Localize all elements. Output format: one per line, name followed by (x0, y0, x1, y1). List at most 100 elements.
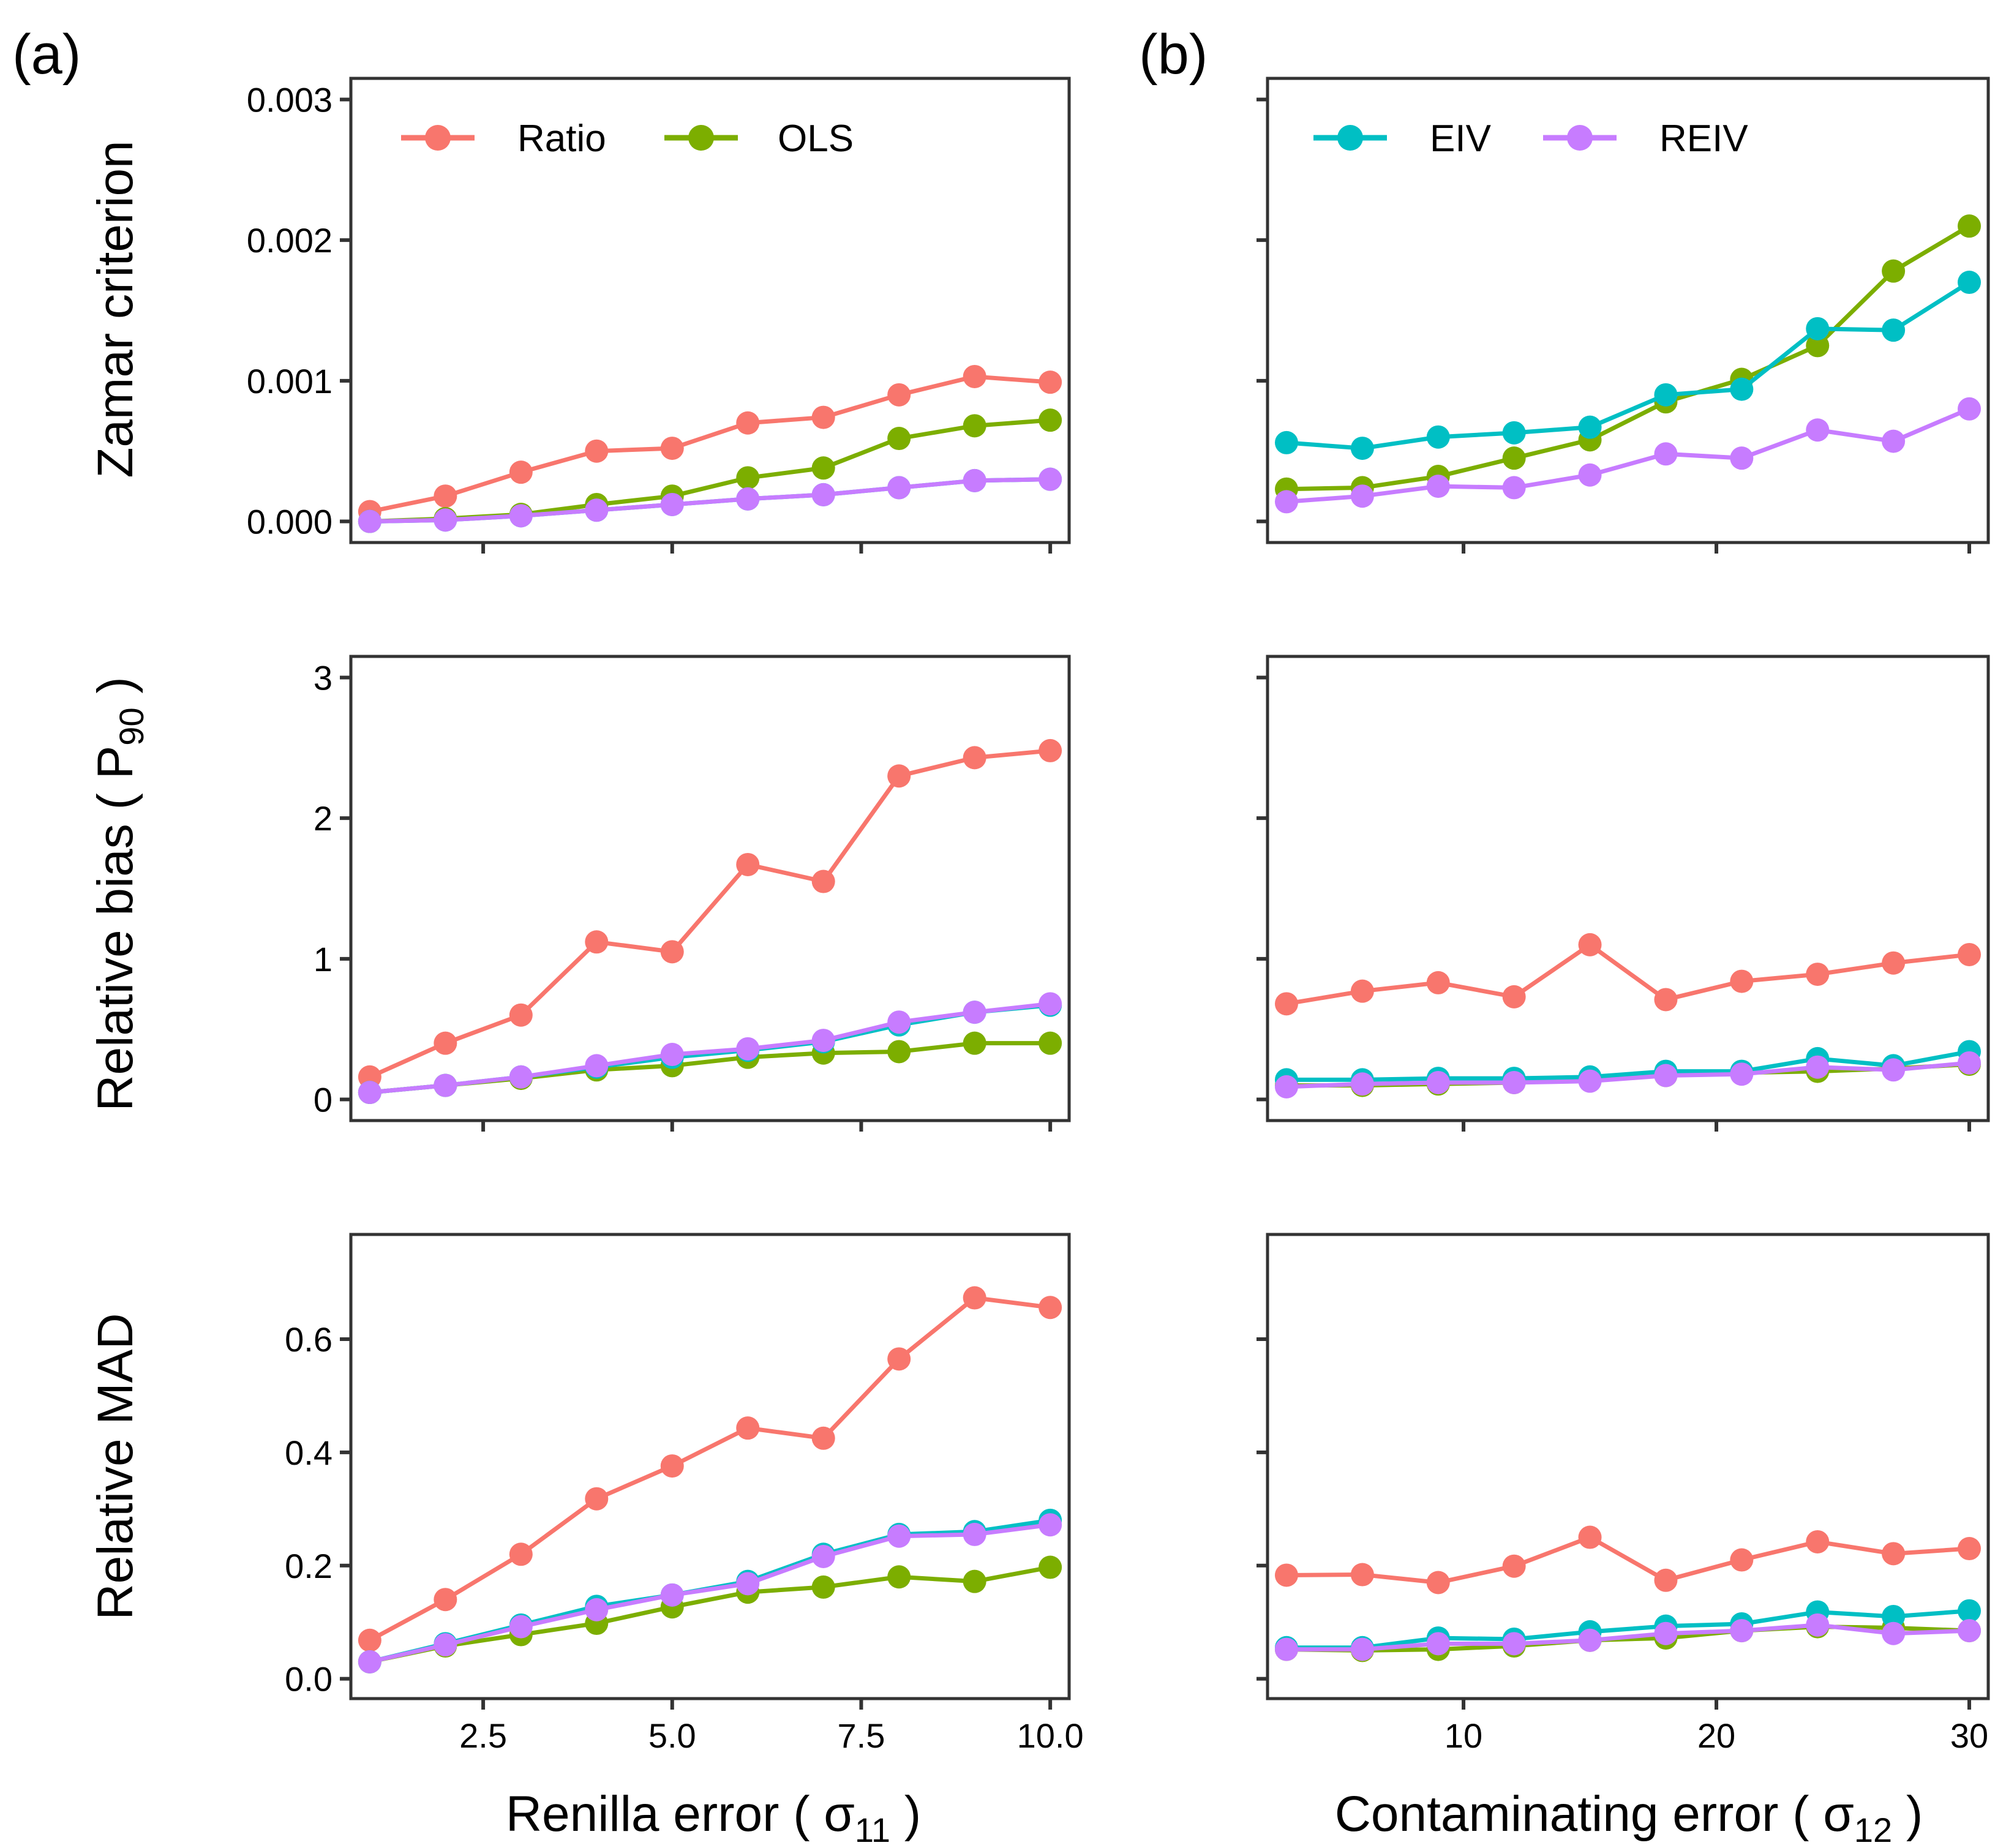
x-tick-label: 7.5 (838, 1716, 885, 1755)
data-point-ratio (1654, 1568, 1678, 1592)
series-line-eiv (1284, 280, 1972, 451)
data-point-reiv (358, 1650, 381, 1673)
x-axis-title-contaminating-end: ) (1892, 1786, 1923, 1842)
data-point-ratio (1350, 979, 1374, 1003)
data-point-eiv (1654, 383, 1678, 407)
series-line-ratio (367, 374, 1053, 514)
panel-bias-renilla: 0 1 2 3 (314, 655, 1071, 1132)
series-line-ratio (367, 1296, 1053, 1643)
plot-frame (1266, 1233, 1990, 1700)
data-point-ols (887, 427, 911, 451)
data-point-ratio (963, 1286, 986, 1310)
y-tick-label: 3 (314, 658, 332, 697)
data-point-reiv (585, 1054, 609, 1078)
data-point-eiv (1882, 1604, 1906, 1628)
legend-ols-swatch-marker (688, 125, 714, 151)
data-point-ols (736, 466, 760, 490)
legend-ols-label: OLS (778, 118, 854, 160)
data-point-eiv (1730, 377, 1754, 401)
x-tick-label: 10 (1444, 1716, 1482, 1755)
data-point-reiv (1350, 1072, 1374, 1096)
data-point-eiv (1958, 271, 1982, 295)
data-point-reiv (358, 1081, 381, 1105)
data-point-reiv (1654, 442, 1678, 466)
data-point-ratio (1274, 1563, 1298, 1587)
data-point-ratio (1350, 1563, 1374, 1587)
data-point-ols (1039, 1555, 1062, 1579)
data-point-reiv (509, 1615, 533, 1639)
data-point-reiv (1502, 1632, 1526, 1656)
y-tick-label: 0.4 (285, 1433, 332, 1472)
x-tick-label: 30 (1950, 1716, 1988, 1755)
data-point-ols (963, 1031, 986, 1055)
data-point-ratio (1039, 738, 1062, 762)
data-point-reiv (811, 1544, 835, 1568)
data-point-reiv (1958, 1051, 1982, 1075)
data-point-reiv (963, 1522, 986, 1546)
data-point-reiv (1426, 1070, 1450, 1094)
legend-b: EIV REIV (1313, 118, 1748, 160)
series-line-ratio (1284, 1535, 1972, 1585)
data-point-reiv (1426, 475, 1450, 498)
data-point-reiv (1730, 1619, 1754, 1643)
y-tick-label: 0.001 (247, 362, 332, 400)
data-point-ratio (1274, 992, 1298, 1016)
data-point-reiv (1274, 1637, 1298, 1661)
data-point-ratio (1806, 963, 1830, 986)
data-point-reiv (1882, 429, 1906, 453)
data-point-ratio (963, 746, 986, 770)
legend-ratio-swatch-marker (425, 125, 451, 151)
panel-mad-renilla: 0.0 0.2 0.4 0.6 2.5 5.0 7.5 10.0 (285, 1233, 1084, 1755)
data-point-ratio (660, 1454, 684, 1478)
panel-label-b: (b) (1139, 23, 1208, 86)
data-point-reiv (1274, 1075, 1298, 1099)
data-point-reiv (1730, 446, 1754, 470)
data-point-ratio (358, 1628, 381, 1652)
data-point-reiv (1274, 490, 1298, 514)
data-point-reiv (1578, 1069, 1602, 1093)
data-point-reiv (1806, 418, 1830, 442)
data-point-eiv (1806, 317, 1830, 340)
data-point-reiv (1350, 484, 1374, 508)
data-point-ols (1882, 259, 1906, 283)
data-point-ratio (434, 484, 457, 508)
data-point-ols (887, 1040, 911, 1064)
data-point-ratio (660, 437, 684, 460)
data-point-eiv (1882, 318, 1906, 342)
data-point-ratio (660, 940, 684, 964)
y-tick-label: 0.000 (247, 503, 332, 541)
legend-reiv-label: REIV (1659, 118, 1748, 160)
data-point-ratio (887, 383, 911, 407)
data-point-ratio (811, 1426, 835, 1450)
data-point-reiv (585, 1598, 609, 1621)
y-tick-label: 0.2 (285, 1547, 332, 1585)
data-point-ols (887, 1565, 911, 1589)
data-point-ratio (585, 1487, 609, 1511)
data-point-ratio (736, 411, 760, 435)
panel-mad-contaminating: 10 20 30 (1257, 1233, 1990, 1755)
x-axis-title-contaminating-sub: 12 (1854, 1811, 1892, 1848)
data-point-reiv (509, 504, 533, 528)
data-point-ratio (434, 1588, 457, 1612)
y-tick-label: 0.6 (285, 1320, 332, 1359)
data-point-reiv (811, 1029, 835, 1053)
data-point-reiv (434, 1633, 457, 1657)
data-point-ratio (509, 1003, 533, 1027)
data-point-reiv (1350, 1637, 1374, 1661)
data-point-reiv (1958, 1619, 1982, 1643)
x-axis-title-contaminating: Contaminating error ( σ12 ) (1335, 1786, 1923, 1848)
x-axis-title-renilla-main: Renilla error ( σ (506, 1786, 855, 1842)
data-point-reiv (1039, 992, 1062, 1016)
data-point-reiv (1502, 476, 1526, 500)
data-point-reiv (1654, 1064, 1678, 1087)
data-point-reiv (1578, 1628, 1602, 1652)
data-point-ols (811, 456, 835, 480)
data-point-reiv (358, 509, 381, 533)
plot-frame (349, 77, 1071, 544)
data-point-ratio (1502, 1554, 1526, 1578)
data-point-ratio (585, 930, 609, 954)
data-point-ratio (1730, 1548, 1754, 1572)
data-point-ratio (1578, 1525, 1602, 1549)
data-point-reiv (1806, 1613, 1830, 1637)
data-point-ratio (963, 364, 986, 388)
